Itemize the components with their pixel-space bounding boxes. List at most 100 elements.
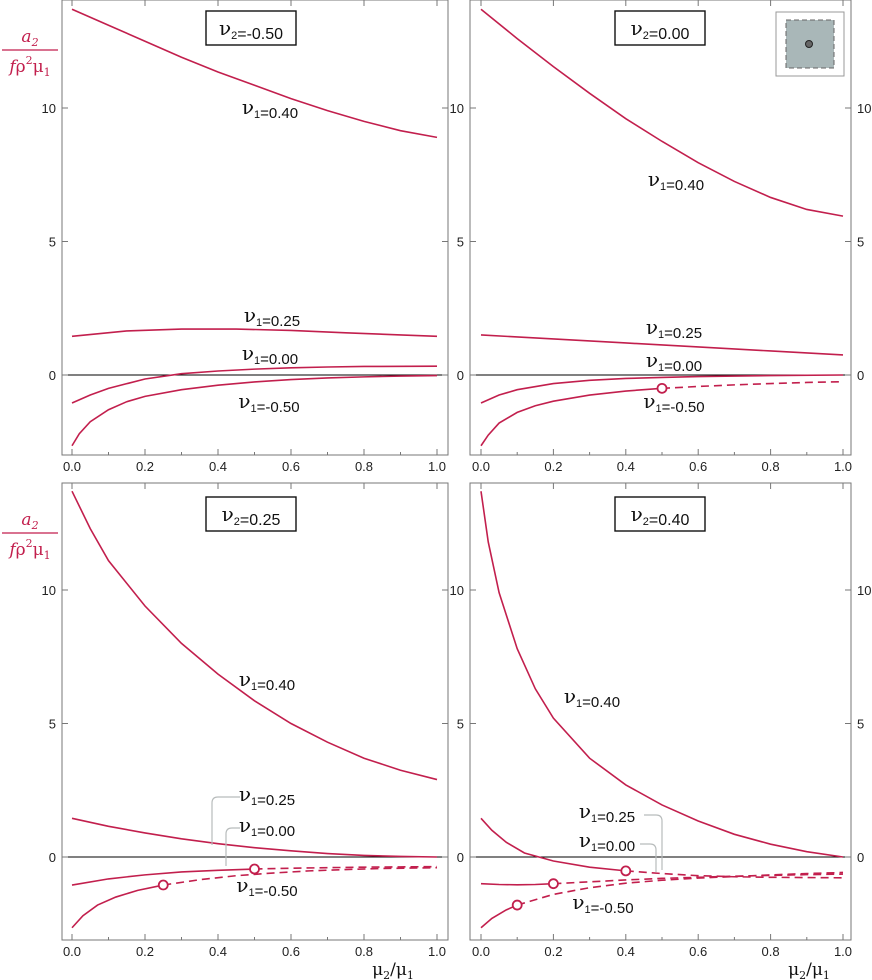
curve-label: ν1=0.25 (579, 799, 635, 826)
y-axis-label: a2 fρ2μ1 (2, 27, 58, 79)
x-tick-label: 0.0 (472, 459, 490, 474)
series-line (71, 8, 438, 139)
curve-label: ν1=0.40 (648, 167, 704, 194)
y-label-denominator: fρ2μ1 (7, 537, 50, 562)
series-line (71, 365, 438, 404)
x-tick-label: 0.6 (689, 459, 707, 474)
transition-marker (249, 863, 260, 875)
x-tick-label: 0.8 (355, 459, 373, 474)
y-tick-label: 0 (457, 368, 464, 383)
title-box (614, 496, 706, 532)
plot-frame (469, 0, 852, 456)
curve-label: ν1=0.40 (239, 667, 295, 694)
series-line (480, 817, 626, 872)
series-line (480, 387, 663, 447)
plot-frame (61, 0, 449, 456)
y-tick-label-right: 5 (857, 717, 864, 732)
label-leader (644, 814, 663, 870)
y-tick-label: 10 (450, 101, 464, 116)
x-tick-label: 0.4 (209, 459, 227, 474)
title-box (614, 10, 706, 46)
x-tick-label: 0.8 (762, 459, 780, 474)
curve-label: ν1=0.00 (646, 348, 702, 375)
series-line-dashed (163, 866, 438, 886)
x-tick-label: 0.6 (282, 459, 300, 474)
y-tick-label: 0 (457, 850, 464, 865)
series-line-dashed (553, 873, 844, 885)
y-tick-label-right: 10 (857, 583, 871, 598)
curve-label: ν1=0.00 (579, 828, 635, 855)
title-box (205, 10, 297, 46)
label-leader (640, 843, 657, 872)
x-tick-label: 0.2 (544, 944, 562, 959)
y-tick-label: 5 (49, 235, 56, 250)
series-line (71, 884, 164, 929)
curve-label: ν1=-0.50 (643, 389, 704, 416)
series-line (480, 374, 844, 404)
series-line (480, 491, 844, 858)
panel-3: 0.0 0.2 0.4 0.6 0.8 1.0 0 5 10 ν1=0.40 ν1=0.25 ν1=0… (2, 482, 449, 980)
plot-frame (469, 482, 852, 941)
x-tick-label: 0.4 (209, 944, 227, 959)
x-tick-label: 0.8 (355, 944, 373, 959)
transition-marker (548, 878, 559, 890)
y-tick-label: 5 (49, 717, 56, 732)
curve-label: ν1=0.40 (242, 95, 298, 122)
y-tick-label: 10 (42, 101, 56, 116)
x-tick-label: 0.4 (617, 944, 635, 959)
x-axis-label: μ2/μ1 (788, 960, 830, 980)
curve-label: ν1=0.40 (564, 684, 620, 711)
transition-marker (620, 865, 632, 877)
label-leader (211, 796, 240, 845)
square-with-dot-icon (775, 11, 845, 77)
panel-title: ν2=-0.50 (219, 16, 283, 43)
series-line (480, 882, 554, 886)
x-tick-label: 1.0 (428, 944, 446, 959)
y-tick-label-right: 5 (857, 235, 864, 250)
curve-label: ν1=0.25 (646, 315, 702, 342)
series-line-dashed (516, 871, 844, 906)
series-line-dashed (254, 865, 438, 870)
series-line (480, 334, 844, 356)
x-tick-label: 0.0 (472, 944, 490, 959)
x-tick-label: 1.0 (428, 459, 446, 474)
title-box (205, 496, 297, 532)
x-tick-label: 0.2 (544, 459, 562, 474)
series-line-dashed (625, 870, 844, 879)
y-label-denominator: fρ2μ1 (7, 54, 50, 79)
series-line (480, 8, 844, 217)
x-tick-label: 1.0 (834, 944, 852, 959)
y-label-numerator: a2 (21, 27, 38, 49)
curve-label: ν1=0.25 (239, 782, 295, 809)
x-tick-label: 0.6 (689, 944, 707, 959)
series-line (480, 904, 518, 929)
x-tick-label: 0.0 (63, 459, 81, 474)
series-line (71, 374, 438, 447)
x-tick-label: 0.2 (136, 459, 154, 474)
panel-2: 0.0 0.2 0.4 0.6 0.8 1.0 0 0 5 5 10 10 ν1=0.40 ν1=0.25… (450, 0, 871, 474)
curve-label: ν1=-0.50 (236, 873, 297, 900)
label-leader (225, 827, 240, 866)
curve-label: ν1=-0.50 (572, 890, 633, 917)
transition-marker (656, 382, 668, 394)
y-tick-label-right: 0 (857, 368, 864, 383)
y-tick-label: 10 (450, 583, 464, 598)
y-label-numerator: a2 (21, 510, 38, 532)
panel-title: ν2=0.25 (222, 502, 281, 529)
y-tick-label: 0 (49, 850, 56, 865)
x-tick-label: 1.0 (834, 459, 852, 474)
x-tick-label: 0.8 (762, 944, 780, 959)
y-tick-label-right: 10 (857, 101, 871, 116)
curve-label: ν1=-0.50 (238, 389, 299, 416)
y-tick-label-right: 0 (857, 850, 864, 865)
x-tick-label: 0.0 (63, 944, 81, 959)
x-tick-label: 0.4 (617, 459, 635, 474)
x-axis-label: μ2/μ1 (372, 960, 414, 980)
panel-1: 0.0 0.2 0.4 0.6 0.8 1.0 0 5 10 ν1=0.40 ν1=0.25 ν1=0… (2, 0, 449, 474)
x-tick-label: 0.6 (282, 944, 300, 959)
curve-label: ν1=0.00 (239, 813, 295, 840)
y-tick-label: 5 (457, 717, 464, 732)
y-tick-label: 0 (49, 368, 56, 383)
panel-4: 0.0 0.2 0.4 0.6 0.8 1.0 0 0 5 5 10 10 ν1=0.25ν1=0.00… (450, 482, 871, 980)
